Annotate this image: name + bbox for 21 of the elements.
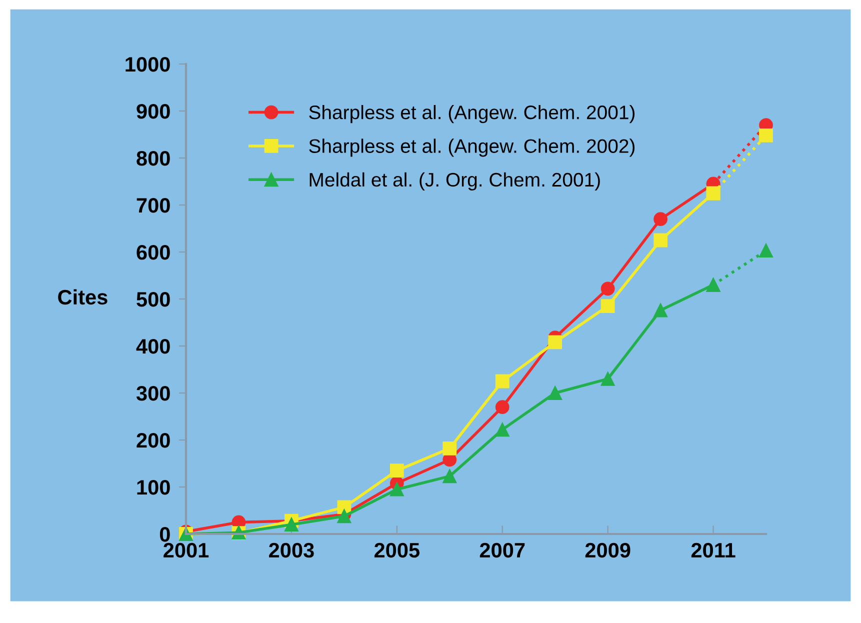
y-tick-label: 200 xyxy=(136,433,170,448)
y-tick-label: 800 xyxy=(136,151,170,166)
y-tick-label: 500 xyxy=(136,292,170,307)
y-tick-label: 300 xyxy=(136,386,170,401)
x-tick-label: 2001 xyxy=(164,542,209,558)
y-tick-label: 700 xyxy=(136,198,170,213)
legend-label: Sharpless et al. (Angew. Chem. 2001) xyxy=(309,105,635,124)
y-tick-label: 1000 xyxy=(126,57,170,72)
x-tick-label: 2007 xyxy=(480,542,525,558)
y-tick-label: 400 xyxy=(136,339,170,354)
x-tick-label: 2009 xyxy=(585,542,630,558)
y-axis-title: Cites xyxy=(58,289,108,305)
y-tick-label: 100 xyxy=(137,480,170,495)
y-tick-label: 900 xyxy=(136,104,170,119)
x-tick-label: 2003 xyxy=(269,542,314,558)
y-tick-label: 0 xyxy=(160,527,170,542)
legend-label: Sharpless et al. (Angew. Chem. 2002) xyxy=(309,138,635,157)
x-tick-label: 2011 xyxy=(691,542,736,558)
legend-label: Meldal et al. (J. Org. Chem. 2001) xyxy=(310,172,600,190)
x-tick-label: 2005 xyxy=(374,542,420,558)
y-tick-label: 600 xyxy=(136,245,170,260)
